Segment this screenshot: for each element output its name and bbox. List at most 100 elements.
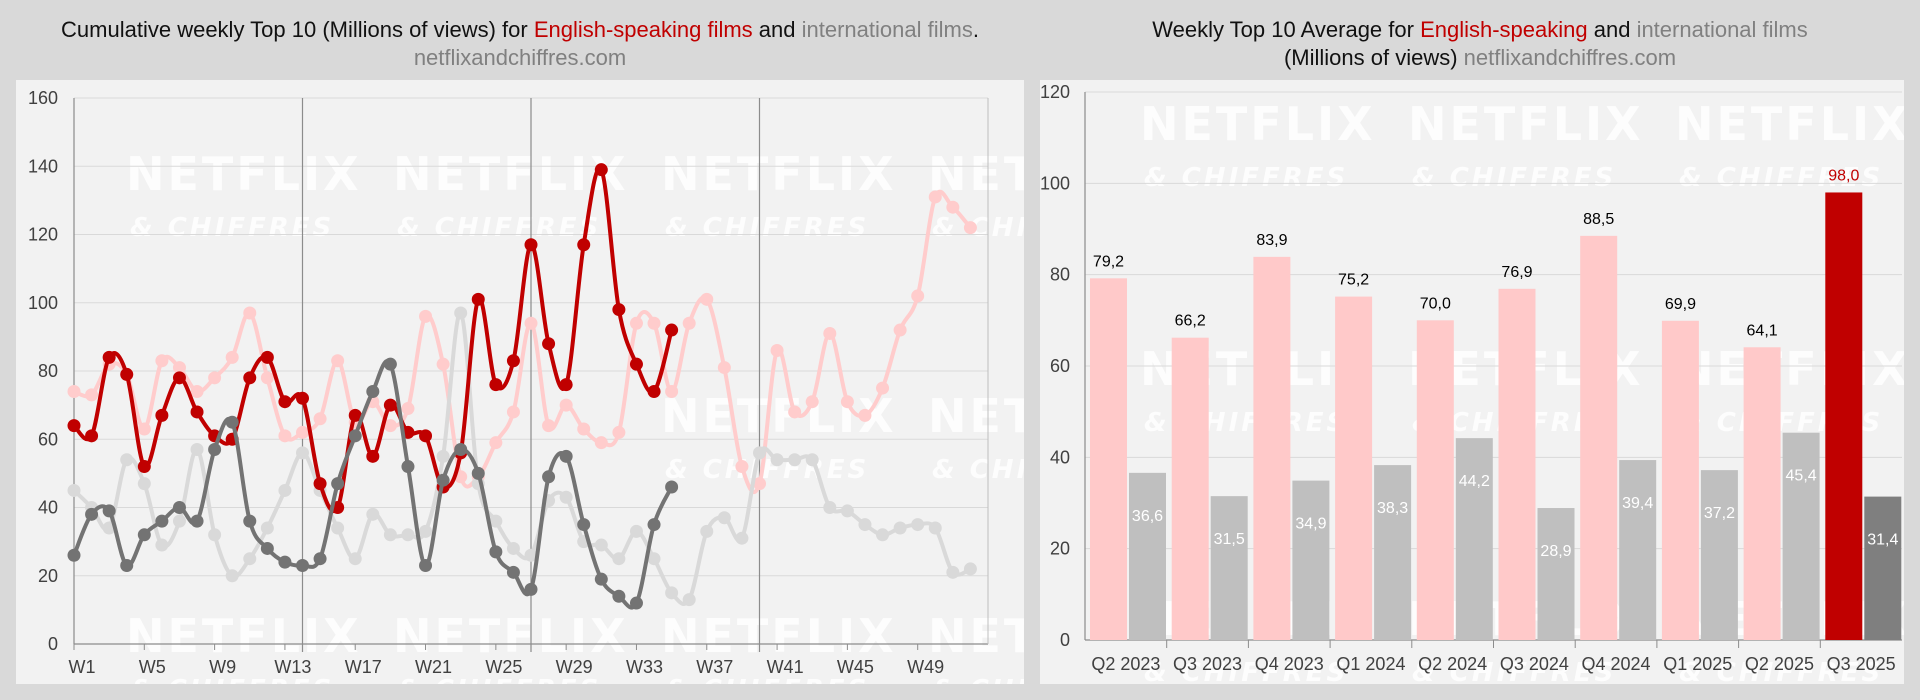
data-point-intl-previous xyxy=(172,514,186,528)
data-point-english-current xyxy=(419,429,433,443)
data-point-intl-current xyxy=(348,429,362,443)
data-point-intl-current xyxy=(629,596,643,610)
data-point-intl-previous xyxy=(735,531,749,545)
data-point-english-current xyxy=(155,408,169,422)
data-point-intl-current xyxy=(208,442,222,456)
data-point-intl-previous xyxy=(682,593,696,607)
data-point-english-previous xyxy=(840,395,854,409)
data-point-english-current xyxy=(278,395,292,409)
bar-international xyxy=(1455,438,1493,640)
data-point-english-previous xyxy=(753,477,766,491)
data-point-intl-previous xyxy=(366,507,380,521)
x-tick-label: Q1 2025 xyxy=(1663,654,1732,674)
watermark-subtext: & CHIFFRES xyxy=(397,213,601,243)
data-point-intl-previous xyxy=(436,449,450,463)
right-title-intl: international films xyxy=(1636,17,1808,42)
data-point-english-current xyxy=(471,292,485,306)
data-point-intl-previous xyxy=(383,528,397,542)
data-point-english-previous xyxy=(401,402,415,416)
bar-english xyxy=(1335,296,1373,640)
series-intl-previous xyxy=(67,306,977,607)
data-point-intl-current xyxy=(524,582,538,596)
data-label-international: 45,4 xyxy=(1786,468,1817,485)
data-point-intl-previous xyxy=(348,552,362,566)
data-point-intl-current xyxy=(243,514,257,528)
data-point-english-current xyxy=(524,238,538,252)
data-point-intl-previous xyxy=(946,565,960,579)
data-label-international: 31,4 xyxy=(1867,532,1898,549)
data-point-english-current xyxy=(577,238,591,252)
data-point-english-previous xyxy=(770,344,784,358)
bar-chart-panel: NETFLIX & CHIFFRES NETFLIX & CHIFFRES NETFLI… xyxy=(1040,80,1904,684)
data-point-intl-previous xyxy=(840,504,854,518)
right-title-english: English-speaking xyxy=(1420,17,1588,42)
data-point-english-previous xyxy=(383,419,397,433)
x-tick-label: W29 xyxy=(556,657,593,677)
data-point-english-previous xyxy=(243,306,257,320)
data-point-intl-current xyxy=(120,559,134,573)
data-point-english-previous xyxy=(788,405,802,419)
watermark-subtext: & CHIFFRES xyxy=(1144,658,1348,684)
watermark-subtext: & CHIFFRES xyxy=(932,455,1024,485)
data-point-intl-current xyxy=(102,504,116,518)
bar-english xyxy=(1661,320,1699,640)
data-point-english-previous xyxy=(647,316,661,330)
watermark-subtext: & CHIFFRES xyxy=(1679,163,1883,193)
data-point-english-previous xyxy=(805,395,819,409)
data-label-english: 88,5 xyxy=(1583,211,1614,228)
data-point-english-previous xyxy=(419,309,433,323)
data-label-international: 44,2 xyxy=(1459,473,1490,490)
data-point-intl-current xyxy=(313,552,327,566)
y-tick-label: 160 xyxy=(28,88,58,108)
data-point-english-previous xyxy=(225,350,239,364)
data-point-english-previous xyxy=(278,429,292,443)
watermark-subtext: & CHIFFRES xyxy=(1144,163,1348,193)
data-point-english-current xyxy=(348,408,362,422)
data-point-intl-current xyxy=(559,449,573,463)
data-point-intl-previous xyxy=(260,521,274,535)
data-point-english-previous xyxy=(524,316,538,330)
data-point-english-previous xyxy=(629,316,643,330)
data-point-english-current xyxy=(489,378,503,392)
data-point-english-previous xyxy=(577,422,591,436)
data-point-english-previous xyxy=(946,200,960,214)
watermark-subtext: & CHIFFRES xyxy=(665,455,869,485)
data-point-intl-current xyxy=(542,470,556,484)
watermark-subtext: & CHIFFRES xyxy=(1412,163,1616,193)
data-point-english-previous xyxy=(700,292,714,306)
x-tick-label: Q2 2025 xyxy=(1745,654,1814,674)
bar-english xyxy=(1253,256,1291,640)
data-point-english-previous xyxy=(296,425,309,439)
x-tick-label: Q2 2023 xyxy=(1091,654,1160,674)
right-chart-title: Weekly Top 10 Average for English-speaki… xyxy=(1040,16,1920,72)
data-point-english-current xyxy=(542,337,556,351)
x-tick-label: W13 xyxy=(274,657,311,677)
data-point-intl-current xyxy=(366,384,380,398)
data-point-intl-current xyxy=(260,541,274,555)
data-point-english-previous xyxy=(682,316,696,330)
data-point-intl-previous xyxy=(911,518,925,532)
data-point-intl-previous xyxy=(120,453,134,467)
data-label-english: 75,2 xyxy=(1338,272,1369,289)
data-label-english: 83,9 xyxy=(1256,232,1287,249)
data-point-intl-previous xyxy=(876,528,890,542)
bar-english xyxy=(1580,235,1618,640)
bar-english xyxy=(1498,288,1536,640)
watermark-text: NETFLIX xyxy=(1675,342,1904,396)
data-label-international: 37,2 xyxy=(1704,505,1735,522)
data-label-international: 34,9 xyxy=(1295,516,1326,533)
data-point-intl-current xyxy=(67,548,81,562)
y-tick-label: 80 xyxy=(38,361,58,381)
data-point-intl-previous xyxy=(190,442,204,456)
data-point-intl-previous xyxy=(805,453,819,467)
data-point-english-current xyxy=(629,357,643,371)
data-point-english-previous xyxy=(542,419,556,433)
data-point-english-previous xyxy=(594,436,608,450)
data-point-intl-previous xyxy=(67,483,81,497)
left-title-prefix: Cumulative weekly Top 10 (Millions of vi… xyxy=(61,17,534,42)
data-point-intl-current xyxy=(296,559,309,573)
data-point-intl-previous xyxy=(278,483,292,497)
line-chart-panel: NETFLIX & CHIFFRES NETFLIX & CHIFFRES NETFLI… xyxy=(16,80,1024,684)
x-tick-label: Q3 2025 xyxy=(1827,654,1896,674)
bar-international xyxy=(1292,480,1330,640)
